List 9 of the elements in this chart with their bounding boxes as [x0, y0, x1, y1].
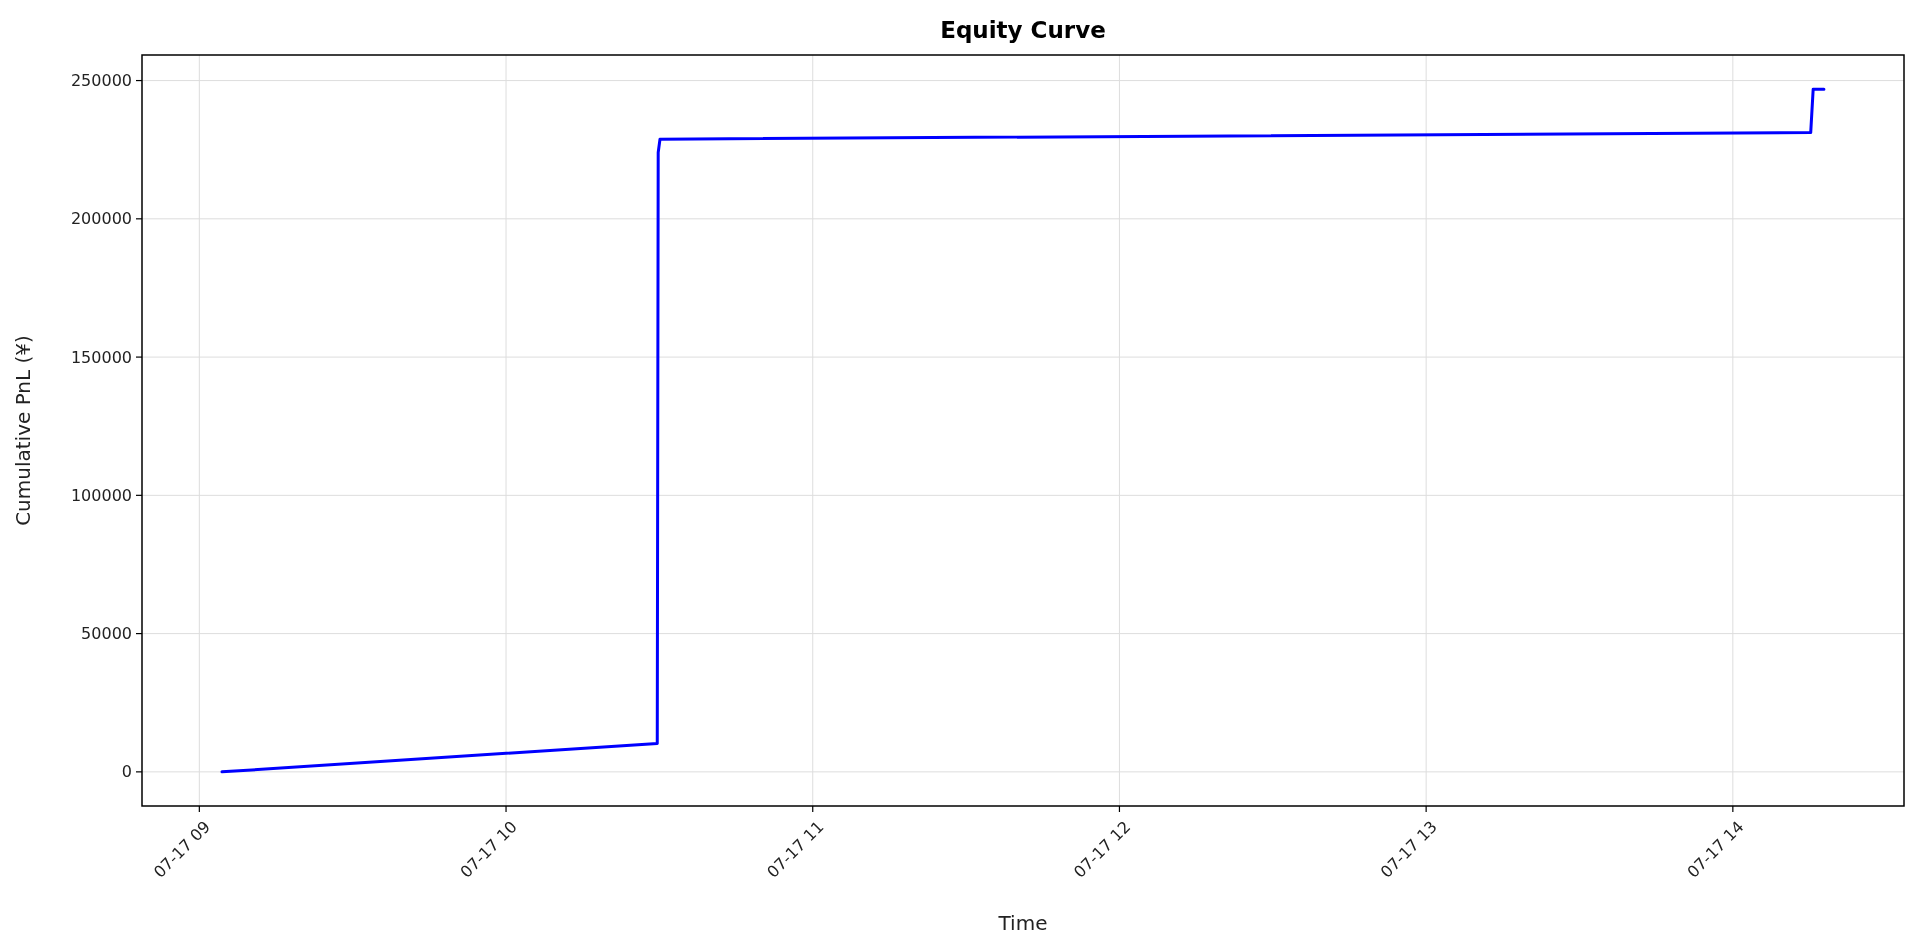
y-tick-label: 250000	[70, 71, 132, 91]
y-tick-label: 50000	[81, 624, 132, 644]
y-axis-title: Cumulative PnL (¥)	[11, 335, 35, 526]
chart-title: Equity Curve	[940, 17, 1106, 43]
y-tick-label: 150000	[70, 347, 132, 367]
y-tick-label: 200000	[70, 209, 132, 229]
x-axis-title: Time	[997, 911, 1048, 935]
y-tick-label: 0	[121, 762, 132, 782]
y-tick-label: 100000	[70, 485, 132, 505]
